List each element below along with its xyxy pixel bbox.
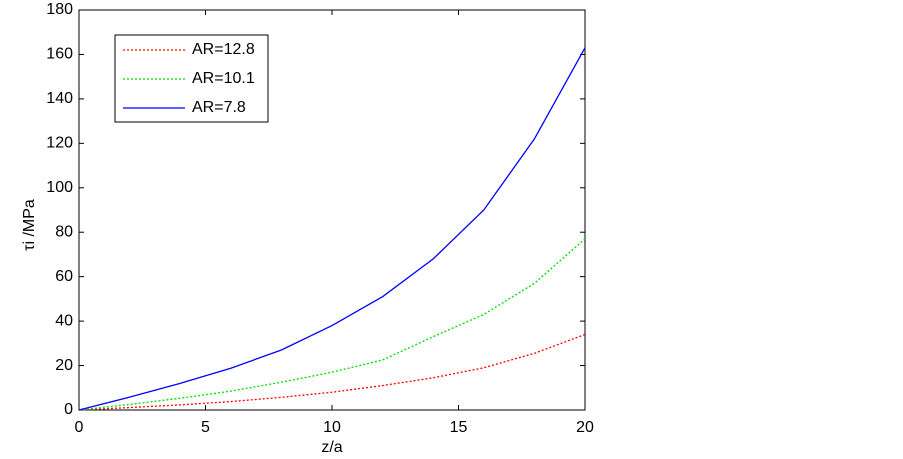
y-tick-label: 60 [55, 268, 73, 285]
x-tick-label: 10 [323, 419, 341, 436]
x-axis-label: z/a [321, 439, 342, 456]
y-tick-label: 20 [55, 357, 73, 374]
y-tick-label: 140 [46, 90, 73, 107]
y-tick-label: 180 [46, 1, 73, 18]
y-axis-label: τi /MPa [21, 199, 38, 251]
x-tick-label: 0 [75, 419, 84, 436]
y-tick-label: 100 [46, 179, 73, 196]
legend-label: AR=7.8 [192, 99, 246, 116]
x-tick-label: 15 [450, 419, 468, 436]
line-series [78, 333, 586, 411]
y-tick-label: 80 [55, 223, 73, 240]
y-tick-label: 160 [46, 46, 73, 63]
y-tick-label: 40 [55, 312, 73, 329]
line-series [78, 47, 586, 411]
y-tick-label: 120 [46, 135, 73, 152]
legend-label: AR=10.1 [192, 70, 255, 87]
x-tick-label: 5 [201, 419, 210, 436]
legend-label: AR=12.8 [192, 41, 255, 58]
line-series [78, 238, 586, 411]
x-tick-label: 20 [576, 419, 594, 436]
y-tick-label: 0 [64, 401, 73, 418]
